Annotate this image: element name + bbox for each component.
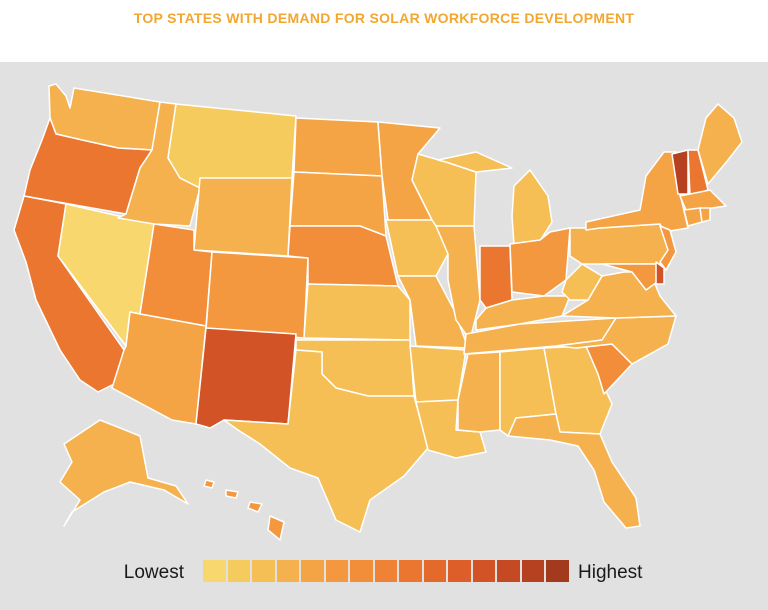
legend-swatch-9 [399,560,422,582]
legend-swatch-14 [521,560,544,582]
state-hi[interactable] [203,479,285,541]
state-ak[interactable] [59,419,189,527]
legend-swatch-5 [301,560,324,582]
state-wy[interactable] [193,177,293,257]
legend-swatch-2 [227,560,250,582]
state-de[interactable] [655,261,665,285]
legend-swatch-7 [350,560,373,582]
legend-lowest-label: Lowest [123,562,184,583]
state-ia[interactable] [385,219,449,277]
state-nm[interactable] [195,327,297,429]
state-mi[interactable] [437,151,553,245]
state-fl[interactable] [507,413,641,529]
legend-swatch-13 [497,560,520,582]
state-il[interactable] [435,225,481,341]
state-oh[interactable] [509,227,571,297]
legend-swatch-12 [472,560,495,582]
state-mt[interactable] [167,103,297,189]
legend-swatch-6 [325,560,348,582]
state-me[interactable] [697,103,743,185]
legend-swatch-11 [448,560,471,582]
legend-swatch-10 [423,560,446,582]
legend-swatch-3 [252,560,275,582]
legend-swatch-1 [203,560,226,582]
state-ny[interactable] [585,151,689,233]
state-nc[interactable] [555,315,677,365]
state-ks[interactable] [303,283,411,341]
state-pa[interactable] [569,223,669,265]
legend-color-scale [203,560,571,582]
state-in[interactable] [479,245,513,309]
legend: Lowest Highest [0,558,768,590]
state-ri[interactable] [699,207,711,223]
state-nd[interactable] [293,117,383,177]
us-states-map [13,83,743,541]
state-tx[interactable] [223,349,429,533]
state-ct[interactable] [683,207,703,227]
legend-swatch-8 [374,560,397,582]
state-ma[interactable] [679,189,727,211]
state-co[interactable] [205,251,309,339]
legend-swatch-15 [546,560,569,582]
state-md[interactable] [601,263,661,291]
state-nj[interactable] [659,225,677,271]
legend-swatch-4 [276,560,299,582]
map-title: TOP STATES WITH DEMAND FOR SOLAR WORKFOR… [133,10,635,26]
state-ar[interactable] [409,345,467,403]
legend-highest-label: Highest [578,562,643,583]
